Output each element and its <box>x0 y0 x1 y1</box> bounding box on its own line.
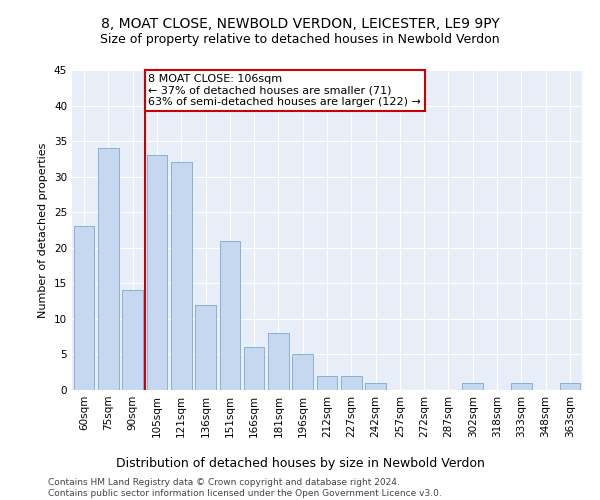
Bar <box>560 383 580 390</box>
Text: Contains HM Land Registry data © Crown copyright and database right 2024.
Contai: Contains HM Land Registry data © Crown c… <box>48 478 442 498</box>
Bar <box>317 376 337 390</box>
Bar <box>146 156 167 390</box>
Bar <box>74 226 94 390</box>
Bar <box>195 304 216 390</box>
Bar <box>98 148 119 390</box>
Bar <box>171 162 191 390</box>
Bar <box>220 240 240 390</box>
Bar <box>511 383 532 390</box>
Text: 8 MOAT CLOSE: 106sqm
← 37% of detached houses are smaller (71)
63% of semi-detac: 8 MOAT CLOSE: 106sqm ← 37% of detached h… <box>149 74 421 107</box>
Y-axis label: Number of detached properties: Number of detached properties <box>38 142 49 318</box>
Bar <box>268 333 289 390</box>
Text: Distribution of detached houses by size in Newbold Verdon: Distribution of detached houses by size … <box>116 458 484 470</box>
Bar <box>463 383 483 390</box>
Bar <box>341 376 362 390</box>
Bar <box>292 354 313 390</box>
Text: 8, MOAT CLOSE, NEWBOLD VERDON, LEICESTER, LE9 9PY: 8, MOAT CLOSE, NEWBOLD VERDON, LEICESTER… <box>101 18 499 32</box>
Text: Size of property relative to detached houses in Newbold Verdon: Size of property relative to detached ho… <box>100 32 500 46</box>
Bar <box>365 383 386 390</box>
Bar <box>122 290 143 390</box>
Bar <box>244 348 265 390</box>
